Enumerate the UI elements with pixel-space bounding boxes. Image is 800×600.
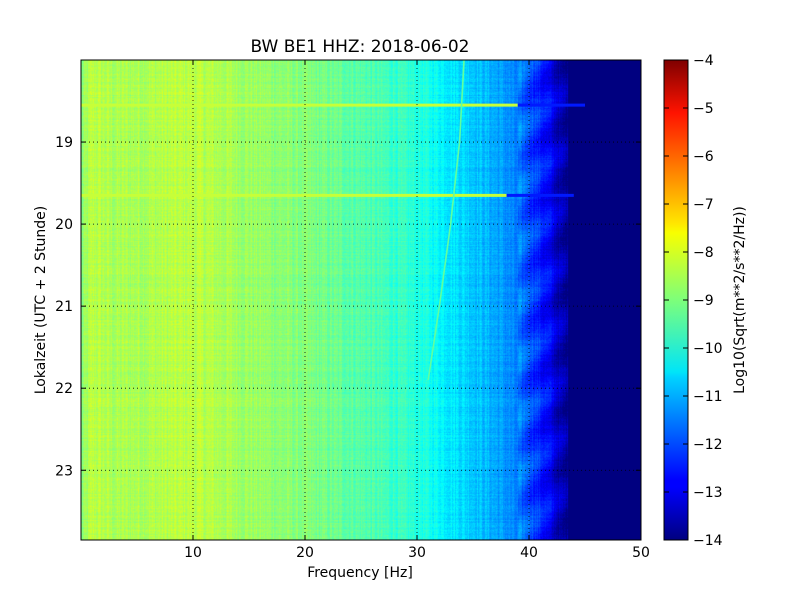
colorbar-tick-label: −6 [693,149,714,165]
colorbar-tick-label: −11 [693,389,723,405]
x-axis-ticks: 10 20 30 40 50 [184,60,650,561]
y-tick-label: 20 [55,217,73,233]
plot-frame [80,59,642,541]
y-axis-ticks: 19 20 21 22 23 [55,135,641,479]
x-tick-label: 40 [520,545,538,561]
colorbar-label: Log10(Sqrt(m**2/s**2/Hz)) [732,206,748,394]
x-tick-label: 20 [296,545,314,561]
x-axis-label: Frequency [Hz] [307,565,413,581]
y-tick-label: 21 [55,299,73,315]
plot-area [81,60,641,540]
colorbar-tick-label: −5 [693,101,714,117]
x-tick-label: 50 [632,545,650,561]
colorbar-ticks: −4 −5 −6 −7 −8 −9 −10 −11 −12 −13 −14 [664,53,723,549]
colorbar-tick-label: −12 [693,437,723,453]
colorbar-tick-label: −7 [693,197,714,213]
y-tick-label: 19 [55,135,73,151]
x-tick-label: 10 [184,545,202,561]
colorbar-tick-label: −10 [693,341,723,357]
y-tick-label: 23 [55,463,73,479]
colorbar-tick-label: −8 [693,245,714,261]
spectral-features [81,60,585,381]
colorbar: −4 −5 −6 −7 −8 −9 −10 −11 −12 −13 −14 Log10(Sqrt(m… [663,53,748,549]
y-axis-label: Lokalzeit (UTC + 2 Stunde) [33,206,49,395]
drifting-frequency-line [427,60,465,381]
colorbar-tick-label: −14 [693,533,723,549]
chart-title: BW BE1 HHZ: 2018-06-02 [250,37,469,57]
x-tick-label: 30 [408,545,426,561]
y-tick-label: 22 [55,381,73,397]
spectrogram-heatmap [81,60,641,540]
colorbar-tick-label: −13 [693,485,723,501]
colorbar-tick-label: −4 [693,53,714,69]
grid-lines [81,60,641,540]
colorbar-tick-label: −9 [693,293,714,309]
